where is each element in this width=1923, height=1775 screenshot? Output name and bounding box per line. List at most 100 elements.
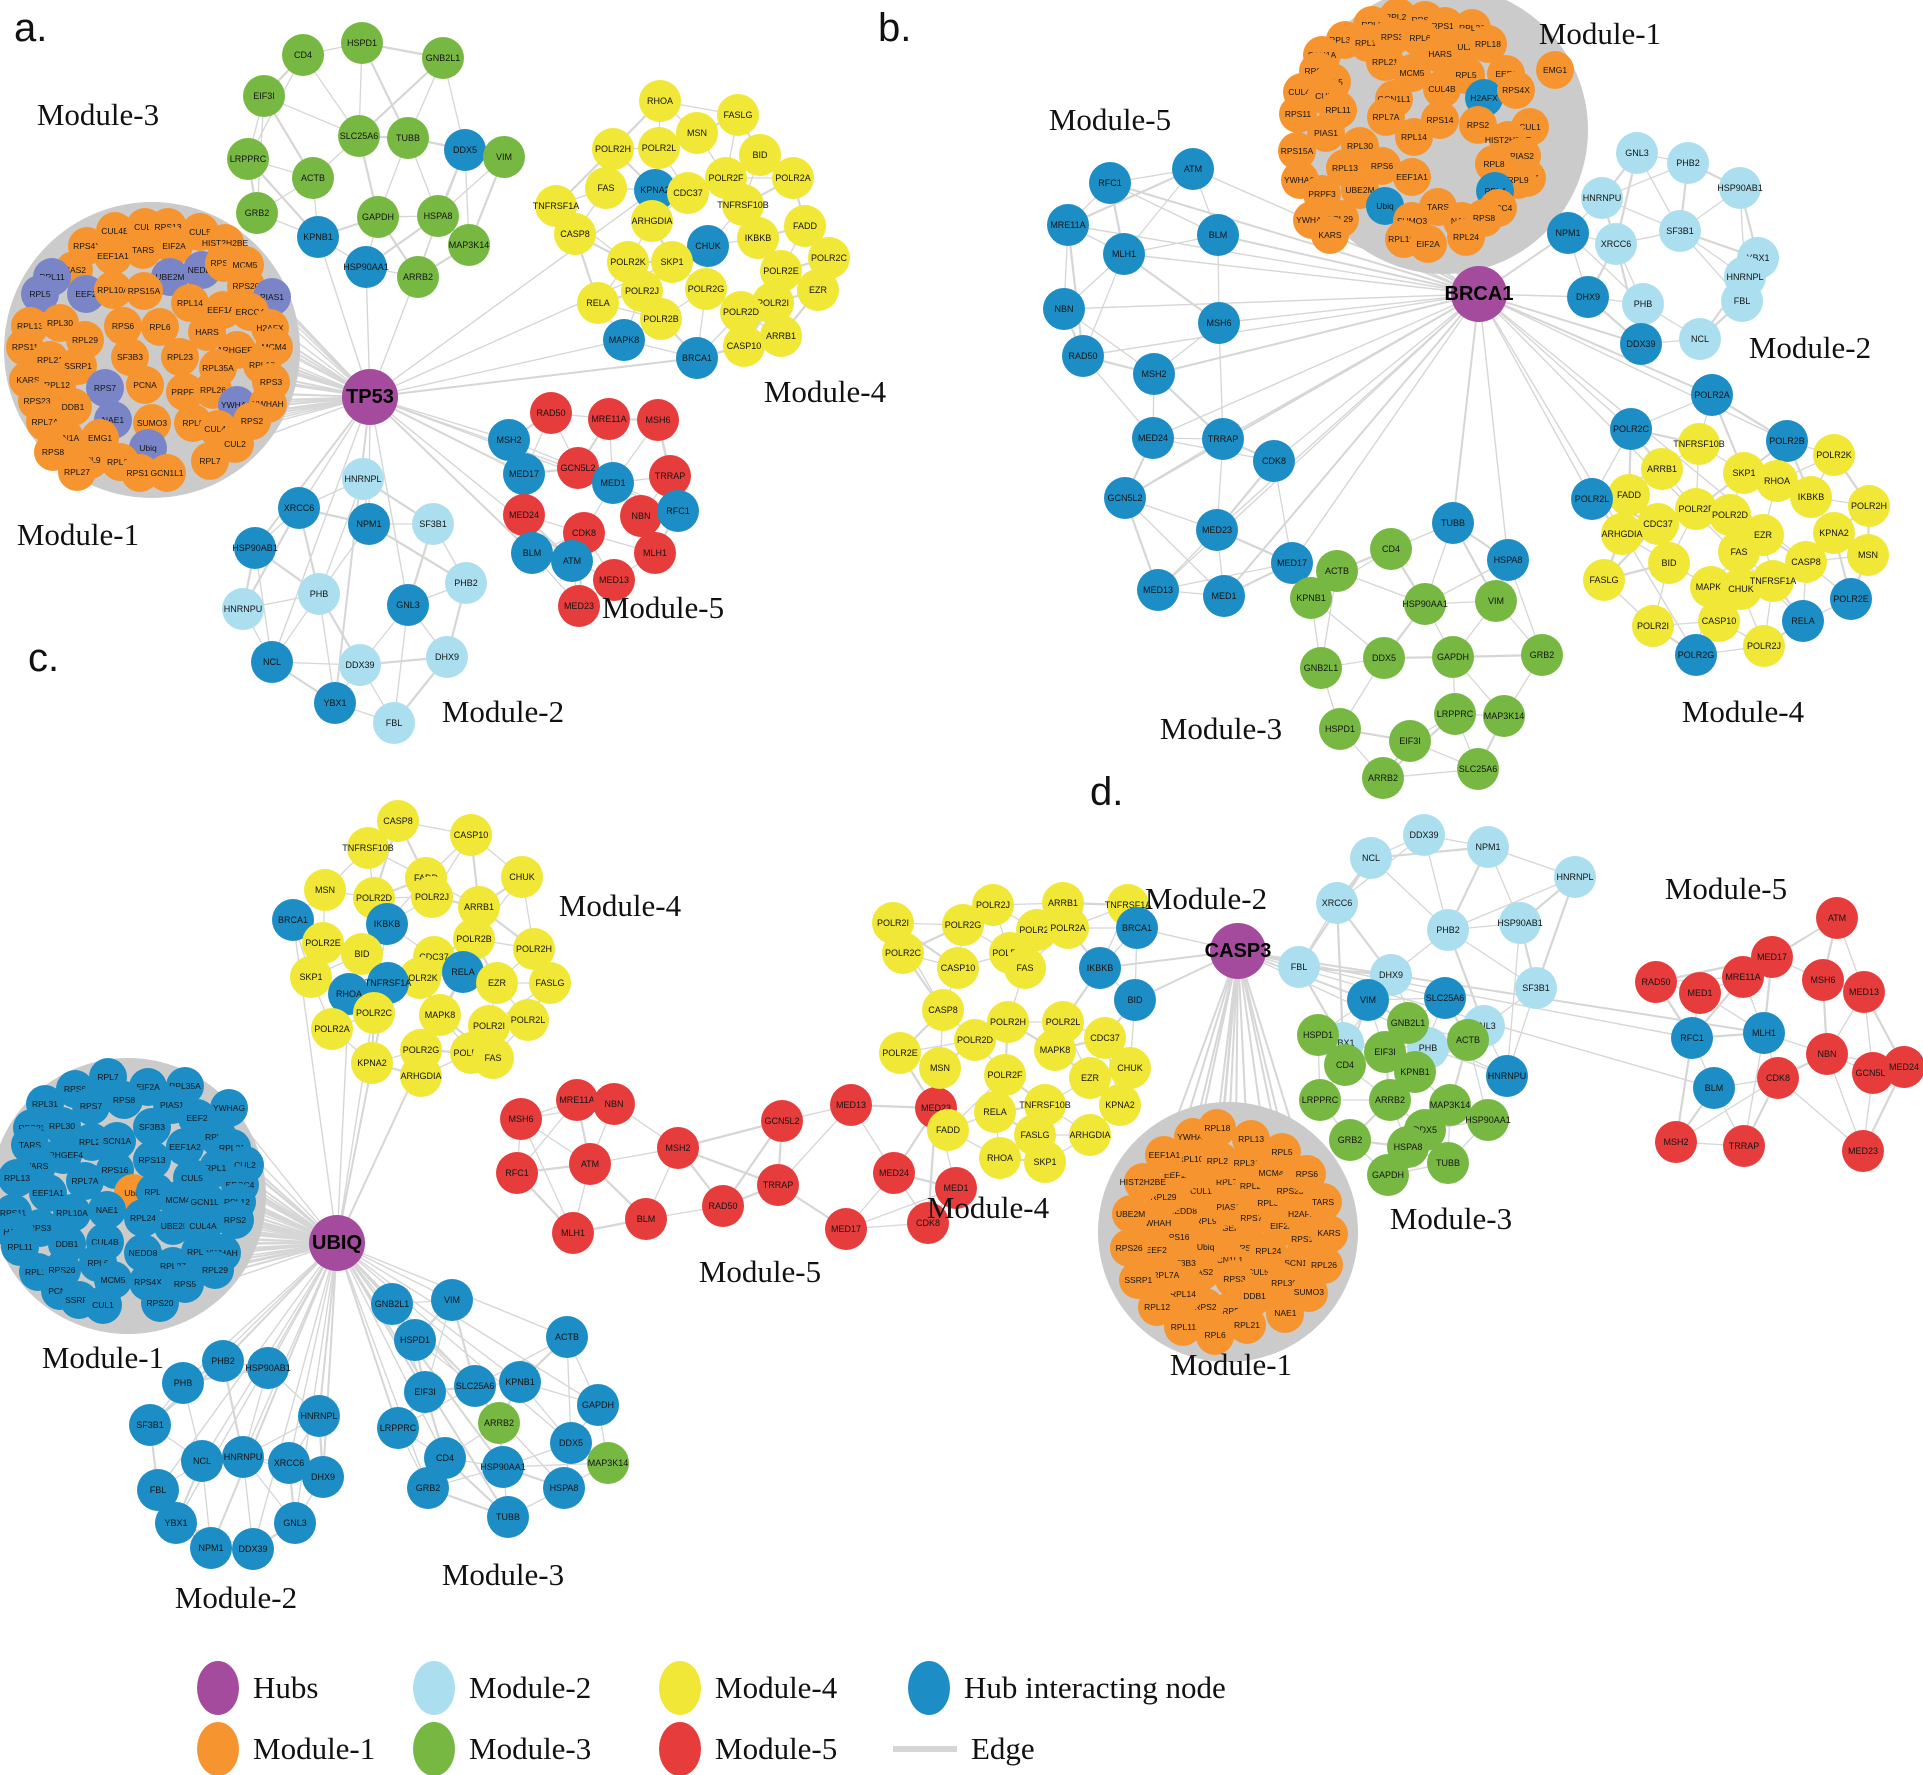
network-node: HSP90AB1 xyxy=(232,527,278,569)
network-node: RFC1 xyxy=(1089,162,1131,204)
network-node: RHOA xyxy=(979,1137,1021,1179)
legend-label: Module-2 xyxy=(469,1670,592,1705)
network-node: RPL7 xyxy=(191,442,229,480)
panel-letter: c. xyxy=(28,636,60,680)
edge xyxy=(1123,253,1480,295)
edge xyxy=(1478,293,1509,561)
network-node: FAS xyxy=(1718,531,1760,573)
network-node: PHB2 xyxy=(1667,142,1709,184)
network-node: DDX39 xyxy=(339,644,381,686)
network-node: GAPDH xyxy=(1367,1154,1409,1196)
edge xyxy=(1109,182,1480,295)
module-label: Module-3 xyxy=(1159,711,1283,746)
network-node: MED23 xyxy=(1196,509,1238,551)
network-node: POLR2K xyxy=(1813,434,1855,476)
network-node: MED17 xyxy=(503,453,545,495)
network-node: ARRB1 xyxy=(760,315,802,357)
edge xyxy=(210,1242,338,1549)
network-node: ATM xyxy=(1172,148,1214,190)
network-node: SLC25A6 xyxy=(1457,748,1499,790)
network-node: VIM xyxy=(1347,979,1389,1021)
network-node: RAD50 xyxy=(530,392,572,434)
network-node: MAPK8 xyxy=(603,319,645,361)
network-node: MAPK8 xyxy=(1034,1029,1076,1071)
edge xyxy=(336,1242,521,1383)
network-node: GRB2 xyxy=(1329,1119,1371,1161)
network-node: POLR2G xyxy=(685,268,727,310)
network-node: POLR2A xyxy=(1047,907,1089,949)
module-label: Module-1 xyxy=(16,517,140,552)
edge xyxy=(369,357,698,398)
network-node: MED23 xyxy=(1842,1130,1884,1172)
module-label: Module-5 xyxy=(698,1254,822,1289)
network-node: XRCC6 xyxy=(278,487,320,529)
network-node: MED1 xyxy=(1203,575,1245,617)
legend: Hubs Module-1 Module-2 Module-3 Module-4 Modu… xyxy=(0,1630,1923,1775)
network-node: MRE11A xyxy=(1047,204,1089,246)
network-node: ACTB xyxy=(292,157,334,199)
network-node: NCL xyxy=(1350,837,1392,879)
network-node: UBE2M xyxy=(1111,1194,1150,1233)
network-node: MSH6 xyxy=(637,399,679,441)
network-node: ATM xyxy=(551,540,593,582)
network-node: POLR2A xyxy=(311,1008,353,1050)
network-node: NPM1 xyxy=(1467,826,1509,868)
network-node: HSPA8 xyxy=(543,1467,585,1509)
network-node: FBL xyxy=(1278,946,1320,988)
m3-swatch xyxy=(413,1722,455,1775)
network-node: RPS11 xyxy=(1279,95,1317,133)
network-node: DDX39 xyxy=(1403,814,1445,856)
legend-label: Module-3 xyxy=(469,1731,592,1766)
edge xyxy=(369,396,525,475)
network-node: TUBB xyxy=(1432,502,1474,544)
module-label: Module-2 xyxy=(174,1580,298,1615)
network-node: HNRNPU xyxy=(1581,177,1623,219)
edge xyxy=(1273,293,1480,462)
network-node: POLR2E xyxy=(879,1032,921,1074)
network-node: CDC37 xyxy=(667,172,709,214)
network-node: POLR2L xyxy=(507,999,549,1041)
network-node: PHB xyxy=(1622,283,1664,325)
network-node: POLR2L xyxy=(638,127,680,169)
panel-letter: a. xyxy=(14,6,48,50)
network-node: SLC25A6 xyxy=(454,1365,496,1407)
edge xyxy=(369,396,533,554)
legend-label: Edge xyxy=(971,1731,1035,1766)
edge xyxy=(1124,293,1480,499)
network-node: CD4 xyxy=(1324,1044,1366,1086)
module-label: Module-2 xyxy=(1144,881,1268,916)
network-node: KPNA2 xyxy=(351,1042,393,1084)
network-node: HSP90AB1 xyxy=(1497,902,1543,944)
network-node: CHUK xyxy=(687,225,729,267)
edge xyxy=(1237,950,1765,1034)
network-node: VIM xyxy=(1475,580,1517,622)
network-node: RPS8 xyxy=(105,1081,143,1119)
network-node: POLR2A xyxy=(1691,374,1733,416)
module-label: Module-1 xyxy=(1169,1347,1293,1382)
network-node: GAPDH xyxy=(577,1384,619,1426)
network-node: MSN xyxy=(1847,534,1889,576)
network-node: CDK8 xyxy=(907,1202,949,1244)
network-node: PHB xyxy=(162,1362,204,1404)
network-node: POLR2C xyxy=(1610,408,1652,450)
module-label: Module-4 xyxy=(926,1190,1050,1225)
network-node: BRCA1 xyxy=(676,337,718,379)
network-node: ARRB2 xyxy=(397,256,439,298)
network-node: TRRAP xyxy=(1723,1125,1765,1167)
network-node: SF3B3 xyxy=(133,1108,171,1146)
network-node: ARHGDIA xyxy=(631,200,673,242)
network-node: RPL27 xyxy=(58,453,96,491)
network-node: MED1 xyxy=(1679,972,1721,1014)
legend-item: Module-4 xyxy=(659,1660,837,1716)
network-node: NCL xyxy=(181,1440,223,1482)
network-node: BID xyxy=(1648,542,1690,584)
network-node: TRRAP xyxy=(1202,418,1244,460)
edge xyxy=(1506,922,1521,1077)
network-node: POLR2D xyxy=(720,291,762,333)
edge xyxy=(369,396,409,606)
network-node: CASP8 xyxy=(554,213,596,255)
legend-label: Module-4 xyxy=(715,1670,838,1705)
network-node: YBX1 xyxy=(314,682,356,724)
network-node: RPS13 xyxy=(133,1141,171,1179)
network-node: MED24 xyxy=(503,494,545,536)
